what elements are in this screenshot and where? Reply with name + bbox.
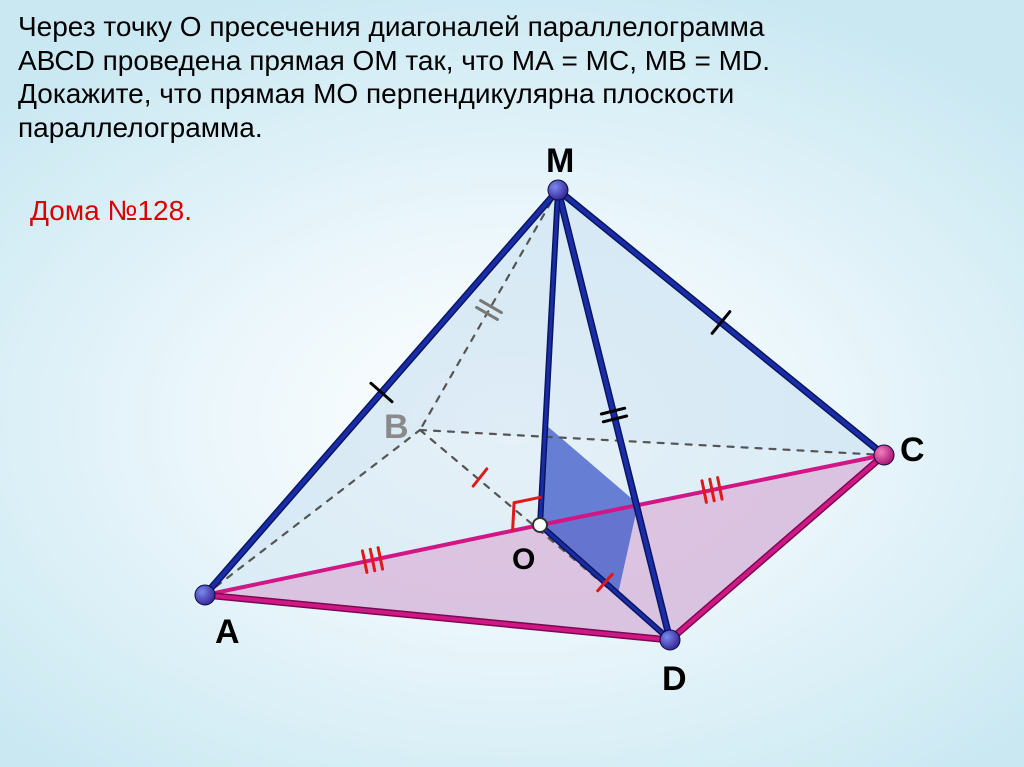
vertex-label-M: M xyxy=(546,142,574,181)
vertex-label-C: С xyxy=(900,431,925,470)
vertex-label-D: D xyxy=(662,660,687,699)
page-root: Через точку O пресечения диагоналей пара… xyxy=(0,0,1024,767)
vertex-label-O: O xyxy=(512,543,535,577)
vertex-label-A: А xyxy=(215,613,240,652)
vertex-label-B: В xyxy=(384,408,409,447)
pyramid-diagram xyxy=(0,0,1024,767)
